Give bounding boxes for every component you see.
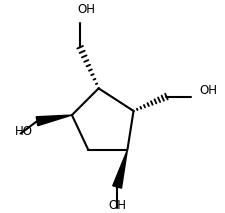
Text: OH: OH [198, 83, 216, 96]
Text: OH: OH [77, 3, 95, 16]
Text: HO: HO [14, 125, 32, 138]
Polygon shape [112, 150, 127, 188]
Polygon shape [36, 115, 72, 126]
Text: OH: OH [108, 199, 126, 212]
